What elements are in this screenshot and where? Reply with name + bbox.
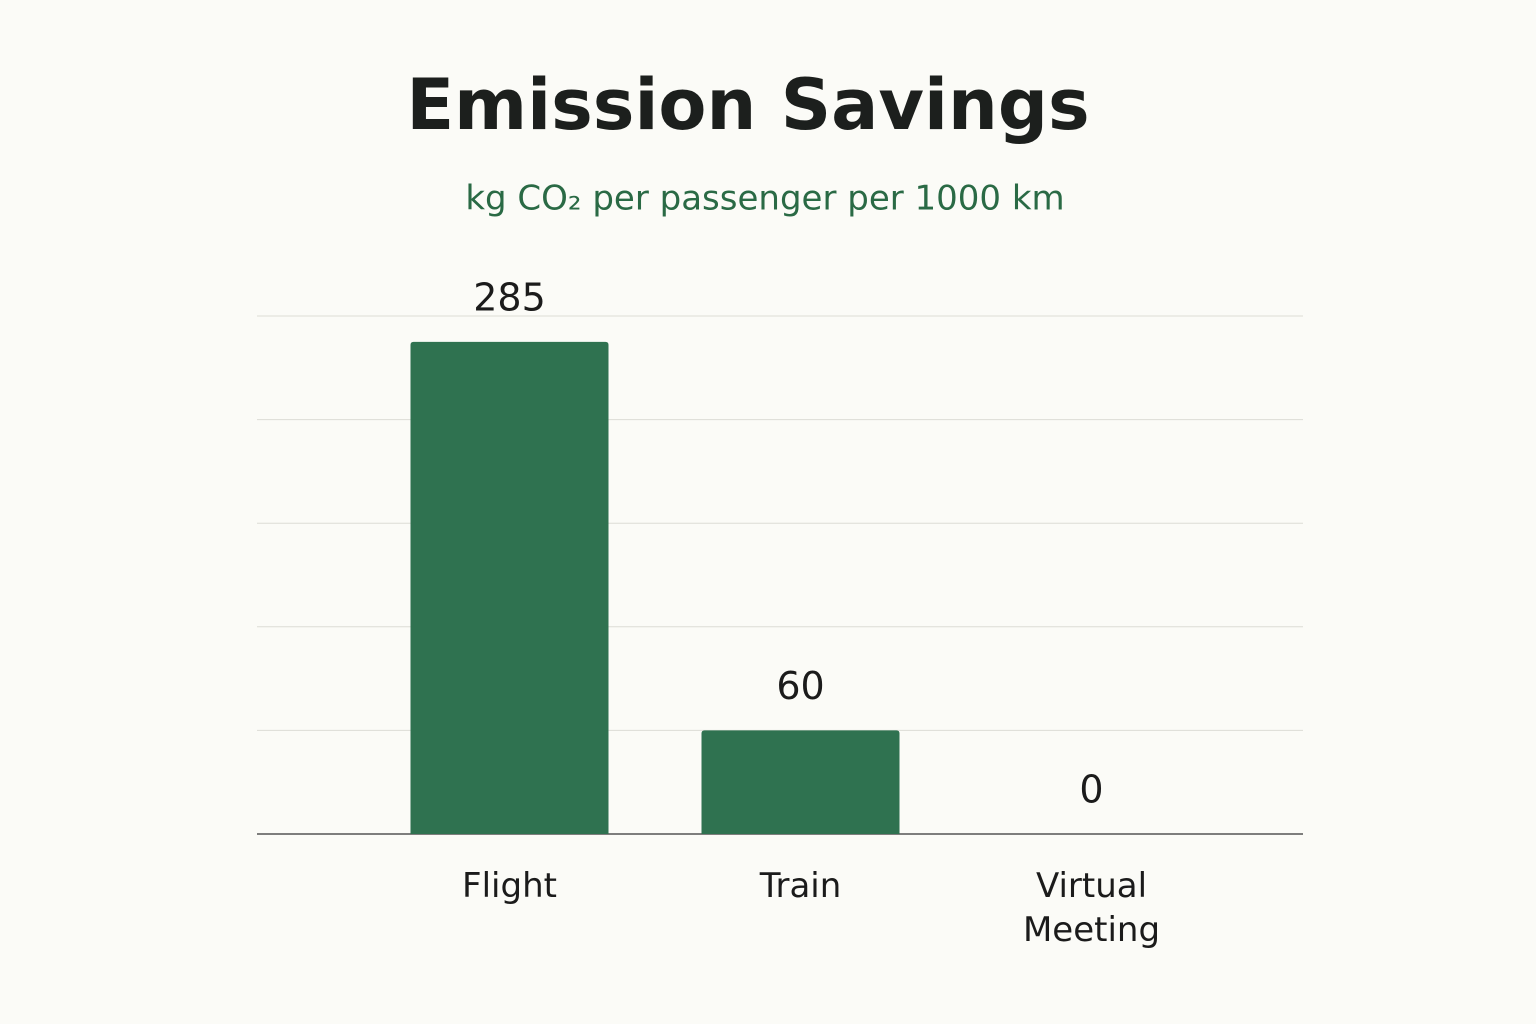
chart-title: Emission Savings	[406, 64, 1089, 146]
bar	[410, 341, 609, 834]
chart-subtitle: kg CO₂ per passenger per 1000 km	[465, 179, 1064, 219]
x-tick-label: Train	[759, 866, 842, 906]
value-label: 285	[473, 275, 546, 319]
value-label: 0	[1079, 768, 1103, 812]
x-tick-label: Virtual Meeting	[1022, 866, 1161, 950]
x-tick-label: Flight	[462, 866, 557, 906]
value-label: 60	[776, 664, 824, 708]
bar	[701, 730, 900, 834]
